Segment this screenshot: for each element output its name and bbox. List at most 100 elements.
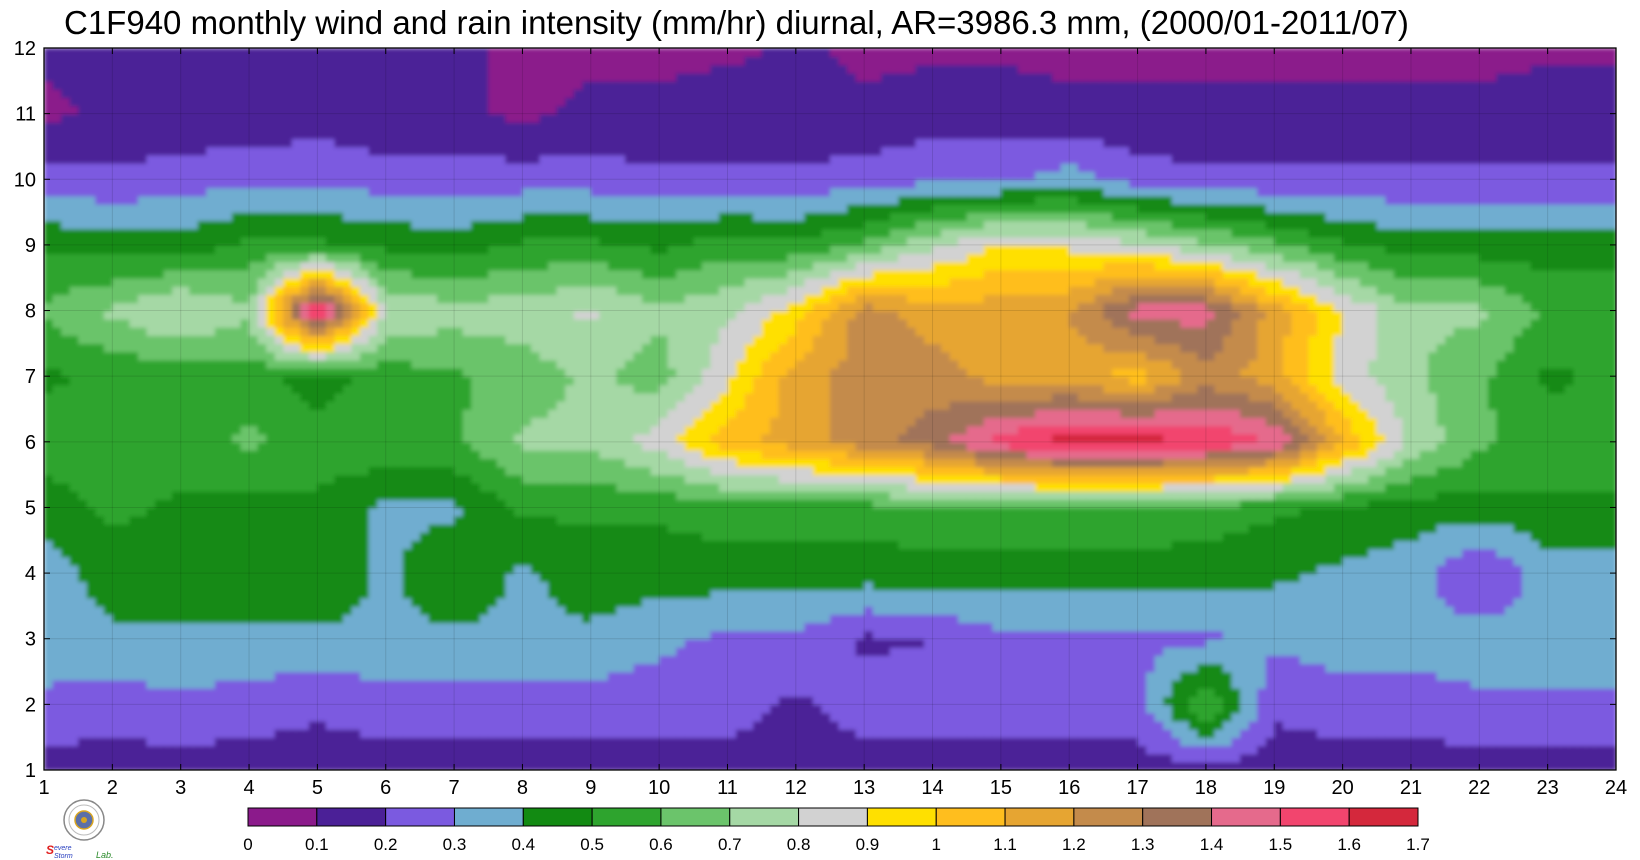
contour-cell	[906, 671, 917, 681]
contour-cell	[1103, 745, 1113, 755]
contour-cell	[582, 704, 592, 714]
contour-cell	[701, 663, 712, 673]
contour-cell	[1573, 614, 1583, 624]
contour-cell	[667, 605, 678, 615]
contour-cell	[906, 655, 917, 665]
contour-cell	[753, 630, 763, 640]
contour-cell	[864, 737, 874, 747]
contour-cell	[753, 753, 763, 763]
contour-cell	[872, 663, 883, 673]
contour-cell	[1171, 630, 1182, 640]
contour-cell	[1265, 679, 1276, 689]
contour-cell	[1342, 655, 1352, 665]
contour-cell	[308, 753, 319, 763]
contour-cell	[889, 753, 900, 763]
contour-cell	[1487, 638, 1498, 648]
contour-cell	[556, 548, 566, 558]
contour-cell	[155, 728, 165, 738]
contour-cell	[368, 720, 378, 730]
contour-cell	[659, 663, 669, 673]
contour-cell	[548, 507, 558, 517]
contour-cell	[1146, 589, 1156, 599]
contour-cell	[624, 655, 635, 665]
contour-cell	[804, 597, 814, 607]
contour-cell	[180, 589, 191, 599]
contour-cell	[1035, 663, 1045, 673]
contour-cell	[565, 515, 575, 525]
contour-cell	[590, 515, 601, 525]
contour-cell	[1428, 679, 1438, 689]
contour-cell	[616, 679, 626, 689]
contour-cell	[804, 630, 814, 640]
contour-cell	[556, 728, 566, 738]
contour-cell	[44, 573, 54, 583]
contour-cell	[1393, 712, 1404, 722]
contour-cell	[1428, 696, 1438, 706]
contour-cell	[120, 638, 131, 648]
contour-cell	[180, 630, 191, 640]
contour-cell	[992, 671, 1002, 681]
contour-cell	[1564, 737, 1575, 747]
contour-cell	[462, 556, 472, 566]
contour-cell	[676, 597, 686, 607]
contour-cell	[1248, 679, 1258, 689]
contour-cell	[898, 655, 908, 665]
contour-cell	[676, 638, 686, 648]
contour-cell	[565, 679, 575, 689]
contour-cell	[659, 614, 669, 624]
contour-cell	[650, 556, 660, 566]
contour-cell	[437, 515, 447, 525]
contour-cell	[1043, 679, 1053, 689]
contour-cell	[1385, 573, 1395, 583]
contour-cell	[590, 671, 601, 681]
contour-cell	[949, 638, 959, 648]
contour-cell	[958, 720, 968, 730]
contour-cell	[266, 720, 276, 730]
contour-cell	[1590, 696, 1600, 706]
contour-cell	[1257, 589, 1267, 599]
contour-cell	[1590, 687, 1600, 697]
contour-cell	[120, 573, 131, 583]
contour-cell	[1351, 753, 1361, 763]
contour-cell	[599, 646, 609, 656]
contour-cell	[1282, 671, 1293, 681]
contour-cell	[95, 655, 105, 665]
contour-cell	[1111, 745, 1122, 755]
contour-cell	[240, 556, 250, 566]
contour-cell	[718, 761, 729, 770]
contour-cell	[1017, 687, 1028, 697]
contour-cell	[1513, 573, 1523, 583]
contour-cell	[838, 720, 848, 730]
contour-cell	[1316, 753, 1327, 763]
contour-cell	[941, 630, 951, 640]
contour-cell	[642, 630, 652, 640]
contour-cell	[650, 720, 660, 730]
contour-cell	[1180, 687, 1190, 697]
contour-cell	[1077, 720, 1088, 730]
contour-cell	[530, 638, 541, 648]
contour-cell	[513, 573, 524, 583]
contour-cell	[291, 753, 302, 763]
contour-cell	[812, 704, 823, 714]
contour-cell	[496, 573, 507, 583]
contour-cell	[300, 687, 310, 697]
contour-cell	[61, 540, 71, 550]
contour-cell	[548, 663, 558, 673]
contour-cell	[787, 638, 797, 648]
contour-cell	[462, 614, 472, 624]
contour-cell	[120, 720, 131, 730]
contour-cell	[214, 687, 225, 697]
contour-cell	[129, 687, 139, 697]
contour-cell	[1120, 704, 1130, 714]
contour-cell	[308, 679, 319, 689]
contour-cell	[1504, 737, 1515, 747]
contour-cell	[548, 679, 558, 689]
contour-cell	[44, 753, 54, 763]
contour-cell	[1428, 630, 1438, 640]
contour-cell	[1325, 671, 1335, 681]
contour-cell	[864, 696, 874, 706]
contour-cell	[249, 523, 259, 533]
contour-cell	[137, 630, 148, 640]
contour-cell	[78, 663, 88, 673]
contour-cell	[385, 630, 396, 640]
